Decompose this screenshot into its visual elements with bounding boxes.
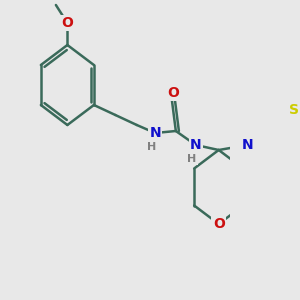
Text: O: O <box>168 86 179 100</box>
Text: H: H <box>147 142 156 152</box>
Text: H: H <box>187 154 196 164</box>
Text: N: N <box>190 138 202 152</box>
Text: O: O <box>61 16 73 30</box>
Text: N: N <box>149 126 161 140</box>
Text: N: N <box>242 138 254 152</box>
Text: S: S <box>289 103 299 117</box>
Text: O: O <box>213 217 225 231</box>
